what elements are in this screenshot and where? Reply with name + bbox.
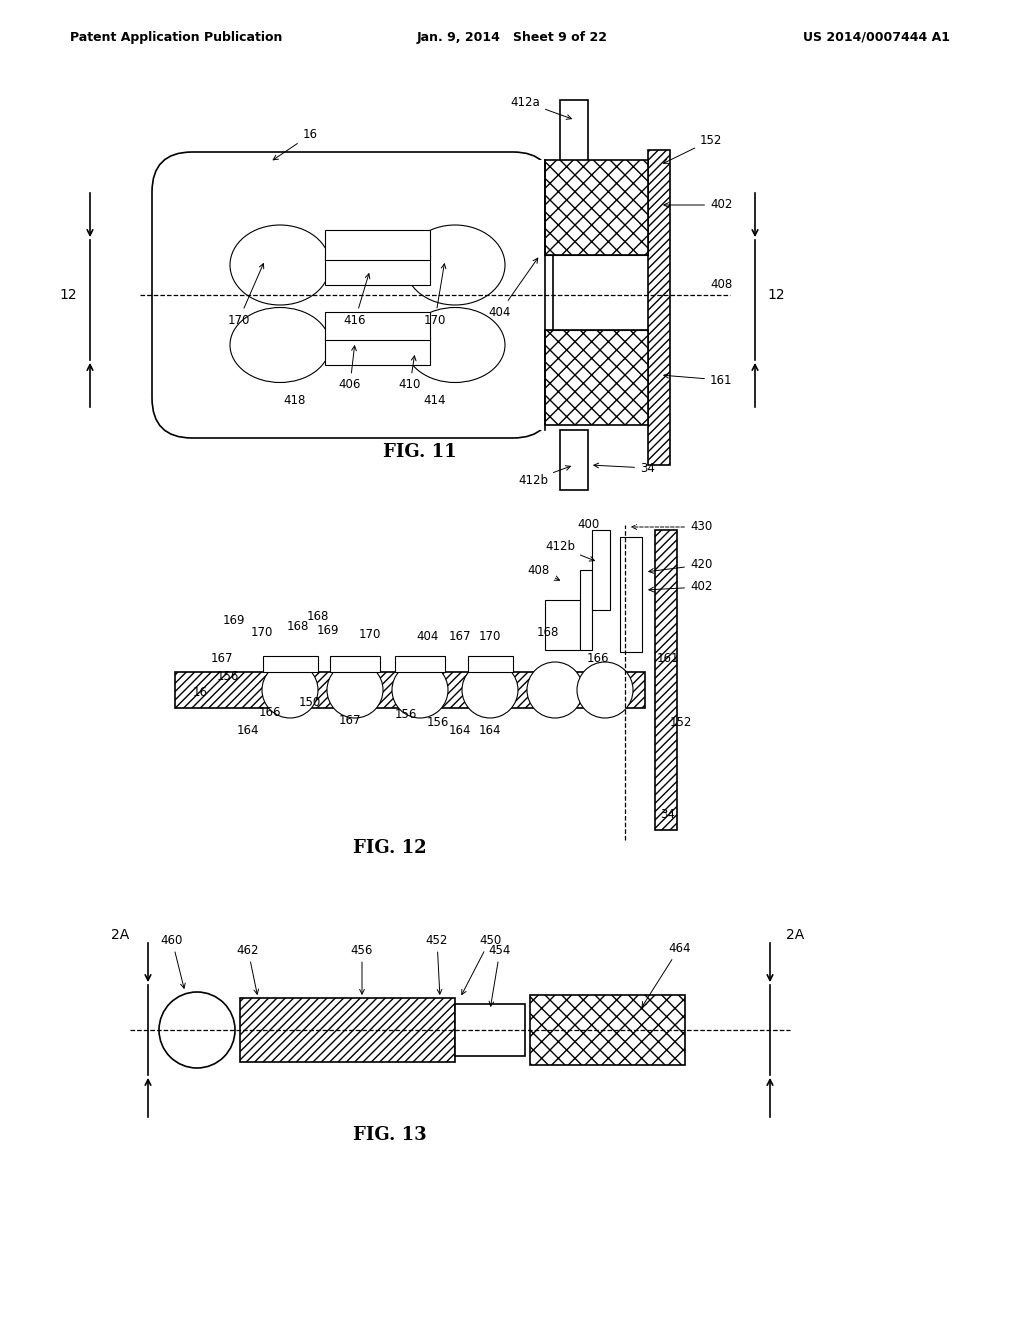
Text: 410: 410: [398, 356, 421, 392]
Text: 2A: 2A: [785, 928, 804, 942]
Bar: [330, 656, 380, 672]
Circle shape: [262, 663, 318, 718]
Text: 152: 152: [670, 715, 692, 729]
Text: FIG. 13: FIG. 13: [353, 1126, 427, 1144]
Bar: [592, 531, 610, 610]
Text: 166: 166: [259, 705, 282, 718]
Text: 168: 168: [287, 620, 309, 634]
Text: 412b: 412b: [518, 466, 570, 487]
Circle shape: [392, 663, 449, 718]
Text: 164: 164: [237, 723, 259, 737]
Ellipse shape: [406, 224, 505, 305]
Text: 167: 167: [449, 631, 471, 644]
Text: 12: 12: [767, 288, 784, 302]
Bar: [325, 312, 430, 341]
Bar: [560, 430, 588, 490]
Bar: [395, 656, 445, 672]
Text: 34: 34: [660, 808, 675, 821]
Ellipse shape: [230, 224, 330, 305]
Text: 169: 169: [223, 614, 246, 627]
Text: 156: 156: [217, 671, 240, 684]
Bar: [525, 160, 550, 430]
Text: 161: 161: [656, 652, 679, 664]
Bar: [655, 531, 677, 830]
Text: 168: 168: [307, 610, 329, 623]
Text: 404: 404: [417, 631, 439, 644]
Text: 412a: 412a: [510, 95, 571, 119]
Text: 169: 169: [316, 624, 339, 638]
Text: 462: 462: [237, 944, 259, 994]
Text: 460: 460: [161, 933, 185, 989]
Text: 156: 156: [427, 715, 450, 729]
Text: 456: 456: [351, 944, 373, 994]
Text: 454: 454: [488, 944, 511, 1006]
Bar: [263, 656, 318, 672]
Text: FIG. 12: FIG. 12: [353, 840, 427, 857]
Text: 416: 416: [344, 273, 370, 326]
Text: 400: 400: [578, 519, 600, 532]
Text: 164: 164: [479, 723, 502, 737]
Bar: [560, 100, 588, 165]
Text: 168: 168: [537, 626, 559, 639]
Text: 156: 156: [395, 708, 417, 721]
Text: 450: 450: [462, 933, 501, 994]
Text: 170: 170: [251, 626, 273, 639]
Text: 430: 430: [632, 520, 713, 533]
Bar: [325, 230, 430, 260]
Text: 464: 464: [642, 941, 690, 1007]
Circle shape: [159, 993, 234, 1068]
Circle shape: [577, 663, 633, 718]
Text: Patent Application Publication: Patent Application Publication: [70, 30, 283, 44]
Text: FIG. 11: FIG. 11: [383, 444, 457, 461]
Text: 408: 408: [710, 279, 732, 292]
Text: 34: 34: [594, 462, 655, 474]
Text: 167: 167: [211, 652, 233, 664]
Bar: [648, 150, 670, 465]
Text: 408: 408: [527, 564, 559, 581]
Text: 170: 170: [424, 264, 446, 326]
Text: 170: 170: [479, 631, 501, 644]
Circle shape: [327, 663, 383, 718]
Bar: [468, 656, 513, 672]
Text: 166: 166: [587, 652, 609, 664]
Text: 16: 16: [193, 685, 208, 698]
Text: 402: 402: [664, 198, 732, 211]
Text: 161: 161: [664, 374, 732, 387]
Text: 170: 170: [227, 264, 264, 326]
Text: 170: 170: [358, 628, 381, 642]
Text: 402: 402: [649, 581, 713, 594]
Ellipse shape: [406, 308, 505, 383]
Bar: [545, 160, 648, 255]
Bar: [530, 995, 685, 1065]
Bar: [325, 255, 430, 285]
Text: 406: 406: [339, 346, 361, 392]
Text: 412b: 412b: [545, 540, 594, 561]
Bar: [545, 601, 580, 649]
Bar: [545, 330, 648, 425]
Bar: [620, 537, 642, 652]
Text: 167: 167: [339, 714, 361, 726]
Text: 16: 16: [273, 128, 317, 160]
Text: 152: 152: [664, 133, 722, 164]
Circle shape: [462, 663, 518, 718]
Bar: [175, 672, 645, 708]
Text: Jan. 9, 2014   Sheet 9 of 22: Jan. 9, 2014 Sheet 9 of 22: [417, 30, 607, 44]
FancyBboxPatch shape: [152, 152, 553, 438]
Text: 164: 164: [449, 723, 471, 737]
Bar: [325, 337, 430, 366]
Text: 414: 414: [424, 393, 446, 407]
Bar: [240, 998, 455, 1063]
Text: 2A: 2A: [111, 928, 129, 942]
Ellipse shape: [230, 308, 330, 383]
Bar: [455, 1005, 525, 1056]
Bar: [580, 570, 592, 649]
Text: 420: 420: [649, 558, 713, 573]
Text: US 2014/0007444 A1: US 2014/0007444 A1: [803, 30, 950, 44]
Text: 150: 150: [299, 696, 322, 709]
Text: 452: 452: [426, 933, 449, 994]
Text: 12: 12: [59, 288, 77, 302]
Text: 404: 404: [488, 259, 538, 318]
Text: 418: 418: [284, 393, 306, 407]
Circle shape: [527, 663, 583, 718]
